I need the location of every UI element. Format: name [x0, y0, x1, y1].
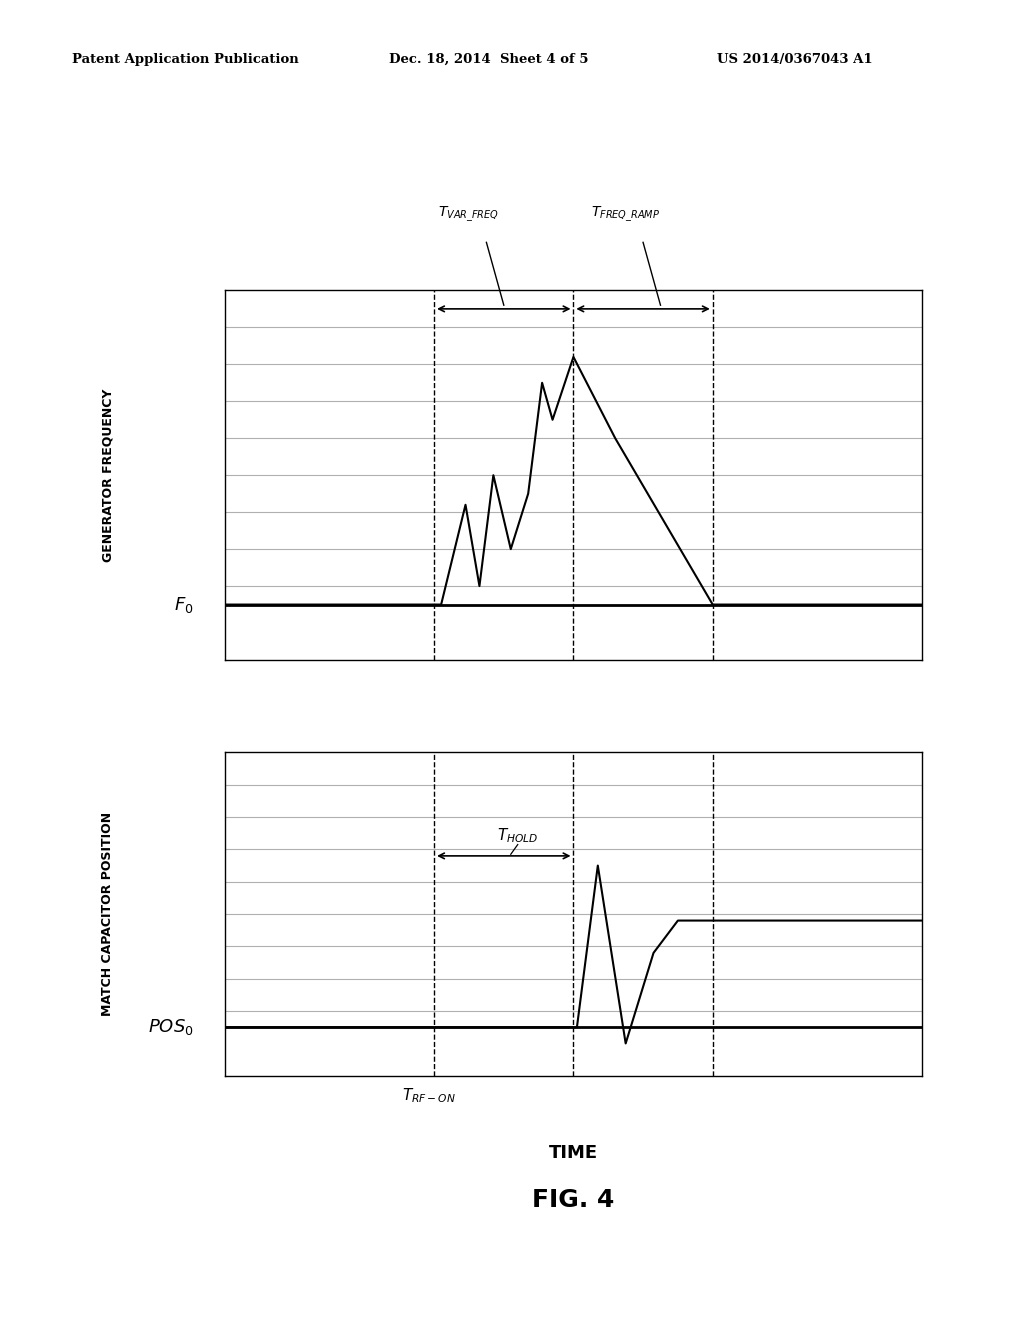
Text: TIME: TIME [549, 1144, 598, 1163]
Text: GENERATOR FREQUENCY: GENERATOR FREQUENCY [101, 388, 114, 562]
Text: $T_{HOLD}$: $T_{HOLD}$ [497, 826, 539, 845]
Text: MATCH CAPACITOR POSITION: MATCH CAPACITOR POSITION [101, 812, 114, 1016]
Text: $T_{RF-ON}$: $T_{RF-ON}$ [402, 1086, 456, 1105]
Text: $F_0$: $F_0$ [174, 594, 194, 615]
Text: $POS_0$: $POS_0$ [148, 1018, 194, 1038]
Text: $T_{VAR\_FREQ}$: $T_{VAR\_FREQ}$ [437, 205, 499, 224]
Text: Patent Application Publication: Patent Application Publication [72, 53, 298, 66]
Text: Dec. 18, 2014  Sheet 4 of 5: Dec. 18, 2014 Sheet 4 of 5 [389, 53, 589, 66]
Text: FIG. 4: FIG. 4 [532, 1188, 614, 1212]
Text: $T_{FREQ\_RAMP}$: $T_{FREQ\_RAMP}$ [591, 205, 659, 224]
Text: US 2014/0367043 A1: US 2014/0367043 A1 [717, 53, 872, 66]
